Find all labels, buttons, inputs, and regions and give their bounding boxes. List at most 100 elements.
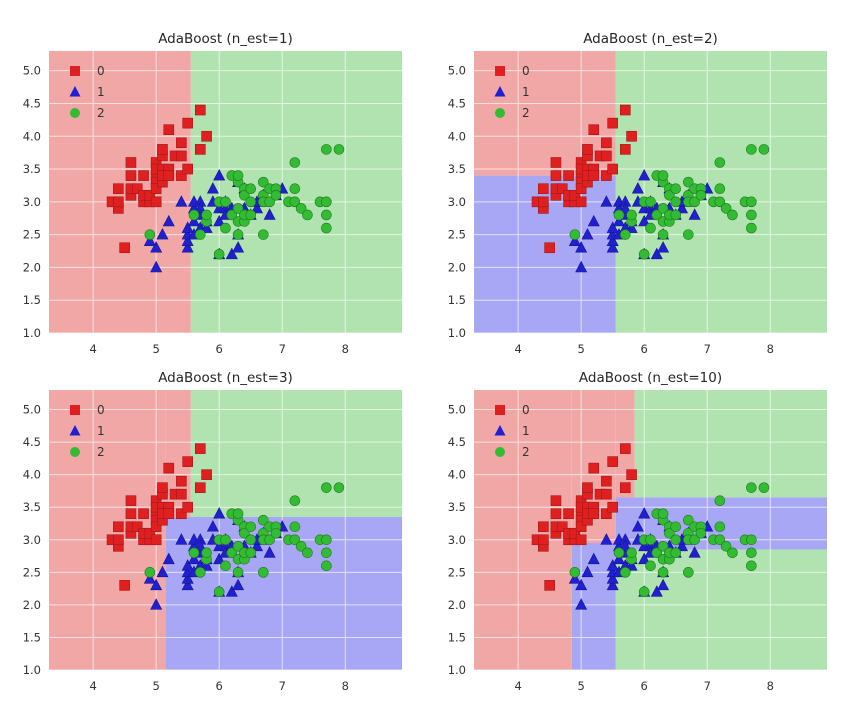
chart-panel-4: AdaBoost (n_est=10) 4 5 6 7 8 1.0 1.5 2.0 2.5 3.0 3… — [448, 370, 827, 693]
point-class-2 — [239, 189, 250, 201]
y-tick-label: 5.0 — [23, 64, 41, 78]
y-tick-label: 2.0 — [23, 260, 41, 274]
point-class-2 — [695, 527, 707, 539]
point-class-2 — [714, 534, 726, 546]
point-class-2 — [689, 534, 700, 546]
point-class-2 — [651, 547, 663, 559]
point-class-2 — [664, 189, 675, 201]
point-class-1 — [606, 241, 619, 253]
point-class-0 — [538, 521, 549, 533]
point-class-0 — [588, 508, 600, 520]
y-tick-label: 3.0 — [448, 195, 466, 209]
point-class-2 — [333, 482, 345, 493]
point-class-2 — [683, 176, 694, 188]
point-class-0 — [176, 475, 187, 487]
point-class-1 — [232, 241, 245, 253]
point-class-2 — [295, 203, 307, 214]
point-class-0 — [194, 144, 206, 155]
point-class-1 — [575, 260, 588, 273]
point-class-2 — [651, 209, 663, 221]
legend-marker-triangle — [494, 86, 506, 97]
point-class-2 — [333, 144, 345, 155]
point-class-0 — [563, 170, 574, 181]
point-class-0 — [163, 462, 175, 474]
point-class-2 — [638, 249, 650, 260]
point-class-1 — [606, 234, 619, 246]
point-class-2 — [289, 183, 301, 195]
point-class-2 — [746, 196, 757, 208]
point-class-2 — [569, 567, 581, 578]
point-class-0 — [113, 534, 124, 546]
legend-marker-circle — [70, 108, 80, 118]
point-class-0 — [588, 170, 600, 181]
point-class-1 — [213, 507, 226, 519]
point-class-2 — [270, 189, 282, 201]
point-class-2 — [683, 229, 694, 240]
point-class-1 — [650, 585, 663, 597]
point-class-2 — [645, 560, 656, 572]
point-class-2 — [245, 196, 257, 208]
point-class-0 — [157, 482, 168, 493]
point-class-0 — [550, 157, 562, 168]
point-class-1 — [606, 559, 619, 571]
point-class-0 — [601, 170, 612, 181]
point-class-1 — [612, 552, 625, 565]
point-class-2 — [245, 534, 257, 546]
point-class-1 — [575, 241, 588, 253]
point-class-2 — [321, 534, 332, 546]
point-class-0 — [144, 527, 156, 539]
y-tick-label: 1.0 — [448, 663, 466, 677]
point-class-1 — [676, 539, 689, 552]
point-class-1 — [612, 214, 625, 227]
point-class-0 — [607, 117, 618, 129]
point-class-0 — [125, 495, 137, 506]
x-tick-label: 8 — [342, 342, 349, 356]
point-class-1 — [581, 227, 594, 240]
y-tick-label: 4.5 — [448, 435, 466, 449]
point-class-2 — [245, 547, 257, 559]
point-class-1 — [150, 598, 163, 610]
y-tick-label: 3.0 — [23, 195, 41, 209]
point-class-1 — [213, 552, 226, 565]
point-class-0 — [176, 508, 187, 520]
point-class-1 — [631, 182, 644, 194]
point-class-0 — [182, 456, 193, 467]
point-class-2 — [670, 534, 682, 546]
point-class-1 — [156, 227, 169, 240]
legend-marker-square — [495, 405, 505, 415]
point-class-1 — [206, 182, 219, 194]
point-class-2 — [264, 196, 275, 208]
point-class-2 — [657, 229, 669, 240]
point-class-1 — [657, 241, 670, 253]
x-tick-label: 8 — [767, 679, 774, 693]
point-class-1 — [263, 208, 276, 220]
y-tick-label: 1.5 — [448, 630, 466, 644]
point-class-1 — [688, 208, 701, 220]
point-class-0 — [150, 196, 162, 208]
y-tick-label: 1.0 — [448, 326, 466, 340]
chart-panel-2: AdaBoost (n_est=2) 4 5 6 7 8 1.0 1.5 2.0 2.5 3.0 3.… — [448, 31, 827, 356]
point-class-1 — [575, 598, 588, 610]
point-class-2 — [720, 540, 732, 552]
point-class-0 — [588, 124, 600, 135]
point-class-2 — [232, 203, 244, 214]
point-class-0 — [575, 196, 587, 208]
point-class-2 — [194, 567, 206, 578]
point-class-2 — [746, 534, 757, 546]
point-class-0 — [182, 501, 193, 513]
point-class-1 — [606, 578, 619, 591]
point-class-2 — [201, 209, 212, 221]
point-class-2 — [270, 527, 282, 539]
point-class-2 — [670, 547, 682, 559]
y-tick-label: 1.5 — [448, 293, 466, 307]
point-class-1 — [213, 214, 226, 227]
legend-marker-circle — [495, 447, 505, 457]
y-tick-label: 3.5 — [23, 162, 41, 176]
point-class-0 — [176, 170, 187, 181]
point-class-2 — [188, 547, 200, 559]
point-class-1 — [213, 168, 226, 181]
point-class-2 — [258, 176, 269, 188]
grid-lines — [474, 390, 827, 670]
point-class-2 — [619, 567, 631, 578]
point-class-0 — [157, 144, 168, 155]
